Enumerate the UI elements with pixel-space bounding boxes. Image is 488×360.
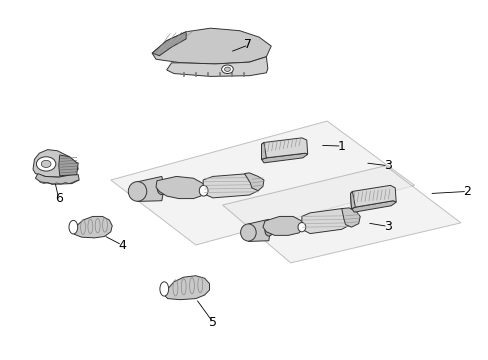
Polygon shape <box>33 150 78 177</box>
Text: 5: 5 <box>208 316 217 329</box>
Circle shape <box>41 160 51 167</box>
Polygon shape <box>351 201 395 212</box>
Polygon shape <box>261 143 266 159</box>
Polygon shape <box>261 153 307 163</box>
Polygon shape <box>164 276 209 300</box>
Text: 3: 3 <box>383 220 391 233</box>
Polygon shape <box>59 155 78 176</box>
Polygon shape <box>301 208 351 234</box>
Ellipse shape <box>240 224 256 241</box>
Circle shape <box>221 65 233 73</box>
Ellipse shape <box>264 225 272 236</box>
Ellipse shape <box>160 282 168 296</box>
Ellipse shape <box>297 222 305 232</box>
Polygon shape <box>35 174 79 184</box>
Polygon shape <box>263 216 303 235</box>
Polygon shape <box>73 216 112 238</box>
Ellipse shape <box>199 185 207 196</box>
Polygon shape <box>222 166 460 263</box>
Polygon shape <box>248 219 270 242</box>
Ellipse shape <box>128 181 146 201</box>
Circle shape <box>224 67 230 71</box>
Polygon shape <box>166 57 267 76</box>
Polygon shape <box>244 173 264 191</box>
Polygon shape <box>137 176 164 202</box>
Text: 7: 7 <box>244 39 252 51</box>
Polygon shape <box>341 208 360 227</box>
Polygon shape <box>156 176 205 199</box>
Polygon shape <box>261 138 307 159</box>
Ellipse shape <box>69 220 78 234</box>
Polygon shape <box>350 185 395 208</box>
Text: 3: 3 <box>383 159 391 172</box>
Polygon shape <box>203 174 259 198</box>
Ellipse shape <box>157 183 166 195</box>
Polygon shape <box>152 28 271 64</box>
Text: 2: 2 <box>462 185 470 198</box>
Polygon shape <box>111 121 414 245</box>
Polygon shape <box>152 32 186 56</box>
Text: 1: 1 <box>337 140 345 153</box>
Polygon shape <box>350 192 355 208</box>
Circle shape <box>36 157 56 171</box>
Text: 6: 6 <box>55 192 62 205</box>
Text: 4: 4 <box>118 239 125 252</box>
